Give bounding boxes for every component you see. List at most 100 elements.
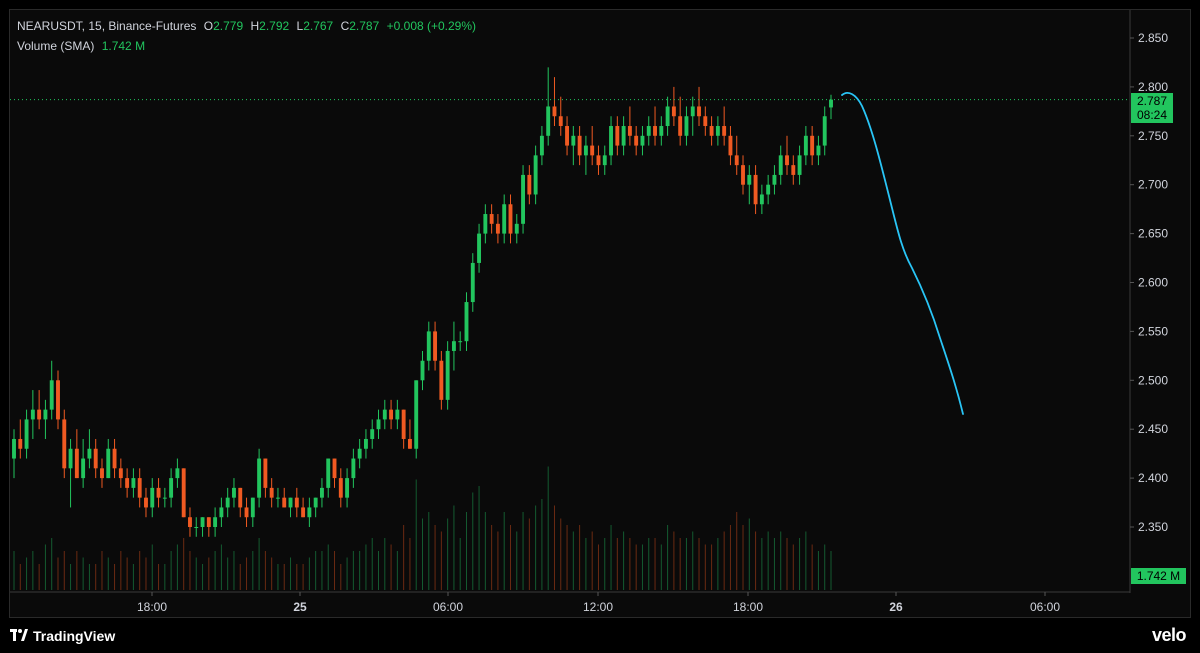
volume-bar [497,531,499,590]
volume-bar [239,564,241,590]
volume-bar [233,551,235,590]
candle-body [219,507,224,518]
volume-bar [717,538,719,590]
candle-body [156,487,161,498]
volume-bar [447,518,449,590]
volume-bar [151,544,153,590]
candle-body [100,468,104,479]
candle-body [690,106,695,117]
volume-bar [396,551,398,590]
candle-body [558,116,563,127]
volume-bar [610,525,612,590]
candle-body [150,487,155,508]
volume-bar [503,512,505,590]
candle-body [282,497,287,508]
volume-bar [792,544,794,590]
chart-frame[interactable] [9,9,1191,618]
volume-bar [428,512,430,590]
candle-body [577,135,582,156]
price-tick-label: 2.800 [1138,80,1168,94]
candle-body [18,438,23,449]
candle-body [263,458,268,488]
chart-legend: NEARUSDT, 15, Binance-Futures O2.779 H2.… [17,16,476,56]
volume-bar [528,518,530,590]
volume-bar [799,538,801,590]
candle-body [326,458,331,488]
close-value: 2.787 [349,19,380,33]
volume-bar [334,551,336,590]
volume-bar [19,564,21,590]
candle-body [351,458,356,479]
candle-body [144,497,148,508]
volume-bar [824,544,826,590]
volume-bar [465,512,467,590]
volume-bar [195,557,197,590]
volume-bar [315,551,317,590]
volume-bar [227,557,229,590]
candle-body [62,419,67,469]
symbol-label[interactable]: NEARUSDT, 15, Binance-Futures [17,19,197,33]
candle-body [829,99,833,108]
volume-bar [736,512,738,590]
candle-body [414,380,419,449]
candle-body [81,458,86,479]
candle-body [627,126,632,136]
volume-bar [673,531,675,590]
candle-body [389,409,394,420]
volume-bar [246,557,248,590]
candle-body [590,145,595,156]
volume-bar [667,525,669,590]
price-tick-label: 2.350 [1138,520,1168,534]
candle-body [338,478,343,498]
candle-body [49,380,54,410]
candle-body [766,184,771,195]
low-value: 2.767 [303,19,334,33]
drawing-trend-line[interactable] [841,92,964,415]
volume-bar [296,564,298,590]
candle-body [527,174,532,195]
candle-body [112,448,117,469]
volume-bar [748,518,750,590]
volume-bar [742,525,744,590]
volume-bar [76,551,78,590]
candle-body [181,468,186,518]
volume-bar [629,538,631,590]
volume-bar [290,557,292,590]
candle-body [583,145,588,156]
volume-bar [26,557,28,590]
volume-bar [158,564,160,590]
volume-bar [252,551,254,590]
candle-body [162,497,167,499]
volume-bar [572,531,574,590]
candle-body [24,419,29,449]
volume-bar [340,564,342,590]
volume-bar [541,499,543,590]
volume-bar [139,551,141,590]
candle-body [665,106,670,127]
volume-bar [63,551,65,590]
volume-bar [535,505,537,590]
candle-body [684,116,689,136]
current-price-value: 2.787 [1136,94,1168,108]
tradingview-brand[interactable]: TradingView [10,628,115,644]
candle-body [458,341,463,343]
change-value: +0.008 (+0.29%) [386,19,477,33]
candle-body [244,507,249,518]
candle-body [420,360,425,381]
candle-body [753,174,758,205]
volume-bar [82,557,84,590]
candle-body [734,155,739,166]
candle-body [539,135,544,156]
candle-body [483,214,488,234]
candle-body [495,223,500,234]
candle-body [741,165,745,185]
volume-bar [13,551,15,590]
candle-body [514,223,519,234]
volume-bar [107,557,109,590]
volume-label[interactable]: Volume (SMA) [17,39,95,53]
volume-bar [516,531,518,590]
price-tick-label: 2.450 [1138,422,1168,436]
time-tick-label: 06:00 [433,600,463,614]
volume-bar [585,538,587,590]
